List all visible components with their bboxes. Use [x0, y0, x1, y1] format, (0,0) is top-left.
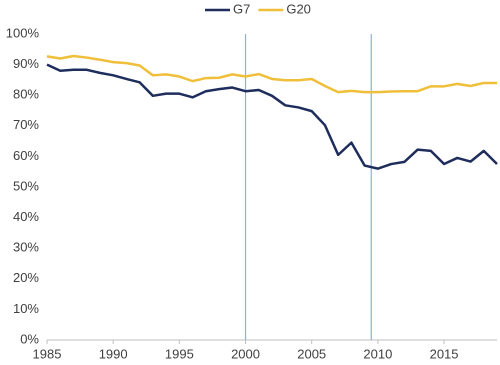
x-tick-label: 1985 — [33, 346, 62, 361]
x-tick-label: 2010 — [363, 346, 392, 361]
y-tick-label: 90% — [13, 56, 39, 71]
y-tick-label: 0% — [20, 331, 39, 346]
y-tick-label: 70% — [13, 117, 39, 132]
series-line — [46, 54, 497, 94]
x-tick-label: 1990 — [99, 346, 128, 361]
legend-label: G20 — [286, 1, 311, 16]
y-tick-label: 40% — [13, 209, 39, 224]
y-tick-label: 100% — [6, 25, 40, 40]
y-tick-label: 10% — [13, 301, 39, 316]
x-tick-label: 2000 — [231, 346, 260, 361]
x-tick-label: 2015 — [430, 346, 459, 361]
y-tick-label: 30% — [13, 240, 39, 255]
series-line — [46, 63, 498, 170]
y-tick-label: 20% — [13, 270, 39, 285]
x-tick-label: 2005 — [297, 346, 326, 361]
y-tick-label: 50% — [13, 178, 39, 193]
legend-label: G7 — [233, 1, 250, 16]
x-tick-label: 1995 — [165, 346, 194, 361]
y-tick-label: 60% — [13, 148, 39, 163]
y-tick-label: 80% — [13, 87, 39, 102]
